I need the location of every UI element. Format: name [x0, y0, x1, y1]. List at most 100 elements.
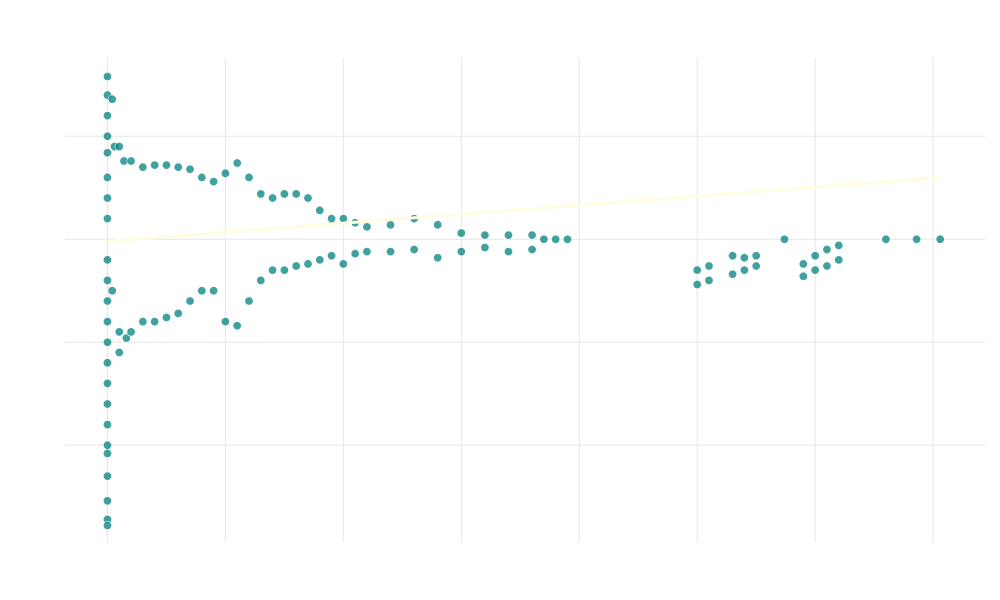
- data-point: [102, 111, 112, 121]
- data-point: [279, 189, 289, 199]
- data-point: [386, 247, 396, 257]
- data-point: [102, 72, 112, 82]
- data-point: [480, 230, 490, 240]
- data-point: [551, 234, 561, 244]
- data-point: [114, 142, 124, 152]
- data-point: [338, 259, 348, 269]
- data-point: [268, 265, 278, 275]
- data-point: [138, 162, 148, 172]
- data-point: [303, 193, 313, 203]
- data-point: [751, 251, 761, 261]
- data-point: [834, 255, 844, 265]
- data-point: [107, 94, 117, 104]
- data-point: [150, 160, 160, 170]
- data-point: [327, 251, 337, 261]
- data-point: [102, 378, 112, 388]
- data-point: [822, 245, 832, 255]
- data-point: [138, 317, 148, 327]
- data-point: [114, 348, 124, 358]
- gridlines: [65, 58, 985, 542]
- data-points: [102, 72, 945, 531]
- data-point: [562, 234, 572, 244]
- data-point: [209, 286, 219, 296]
- data-point: [161, 160, 171, 170]
- data-point: [102, 521, 112, 531]
- data-point: [268, 193, 278, 203]
- data-point: [692, 265, 702, 275]
- data-point: [779, 234, 789, 244]
- trend-line-path: [107, 175, 941, 243]
- data-point: [102, 275, 112, 285]
- data-point: [362, 222, 372, 232]
- data-point: [350, 249, 360, 259]
- data-point: [185, 164, 195, 174]
- data-point: [728, 251, 738, 261]
- data-point: [291, 189, 301, 199]
- data-point: [704, 275, 714, 285]
- data-point: [739, 253, 749, 263]
- data-point: [102, 399, 112, 409]
- data-point: [244, 172, 254, 182]
- data-point: [256, 275, 266, 285]
- data-point: [739, 265, 749, 275]
- data-point: [197, 286, 207, 296]
- data-point: [244, 296, 254, 306]
- data-point: [150, 317, 160, 327]
- data-point: [480, 242, 490, 252]
- data-point: [121, 333, 131, 343]
- data-point: [102, 296, 112, 306]
- data-point: [527, 245, 537, 255]
- data-point: [503, 230, 513, 240]
- data-point: [456, 228, 466, 238]
- data-point: [798, 259, 808, 269]
- data-point: [810, 251, 820, 261]
- data-point: [102, 172, 112, 182]
- data-point: [751, 261, 761, 271]
- data-point: [220, 317, 230, 327]
- data-point: [834, 240, 844, 250]
- data-point: [102, 337, 112, 347]
- data-point: [912, 234, 922, 244]
- data-point: [303, 259, 313, 269]
- data-point: [315, 255, 325, 265]
- data-point: [386, 220, 396, 230]
- data-point: [102, 148, 112, 158]
- data-point: [102, 471, 112, 481]
- data-point: [798, 271, 808, 281]
- data-point: [107, 286, 117, 296]
- data-point: [102, 317, 112, 327]
- data-point: [291, 261, 301, 271]
- data-point: [102, 358, 112, 368]
- data-point: [433, 220, 443, 230]
- data-point: [232, 321, 242, 331]
- data-point: [409, 245, 419, 255]
- data-point: [173, 162, 183, 172]
- data-point: [822, 261, 832, 271]
- trend-line: [107, 175, 941, 243]
- data-point: [704, 261, 714, 271]
- data-point: [126, 156, 136, 166]
- data-point: [315, 205, 325, 215]
- data-point: [327, 214, 337, 224]
- data-point: [539, 234, 549, 244]
- data-point: [102, 255, 112, 265]
- data-point: [503, 247, 513, 257]
- data-point: [433, 253, 443, 263]
- data-point: [102, 193, 112, 203]
- data-point: [256, 189, 266, 199]
- data-point: [279, 265, 289, 275]
- data-point: [114, 327, 124, 337]
- data-point: [102, 131, 112, 141]
- data-point: [362, 247, 372, 257]
- data-point: [126, 327, 136, 337]
- data-point: [456, 247, 466, 257]
- data-point: [728, 269, 738, 279]
- data-point: [102, 214, 112, 224]
- data-point: [881, 234, 891, 244]
- data-point: [232, 158, 242, 168]
- data-point: [161, 313, 171, 323]
- data-point: [220, 168, 230, 178]
- data-point: [102, 440, 112, 450]
- data-point: [102, 496, 112, 506]
